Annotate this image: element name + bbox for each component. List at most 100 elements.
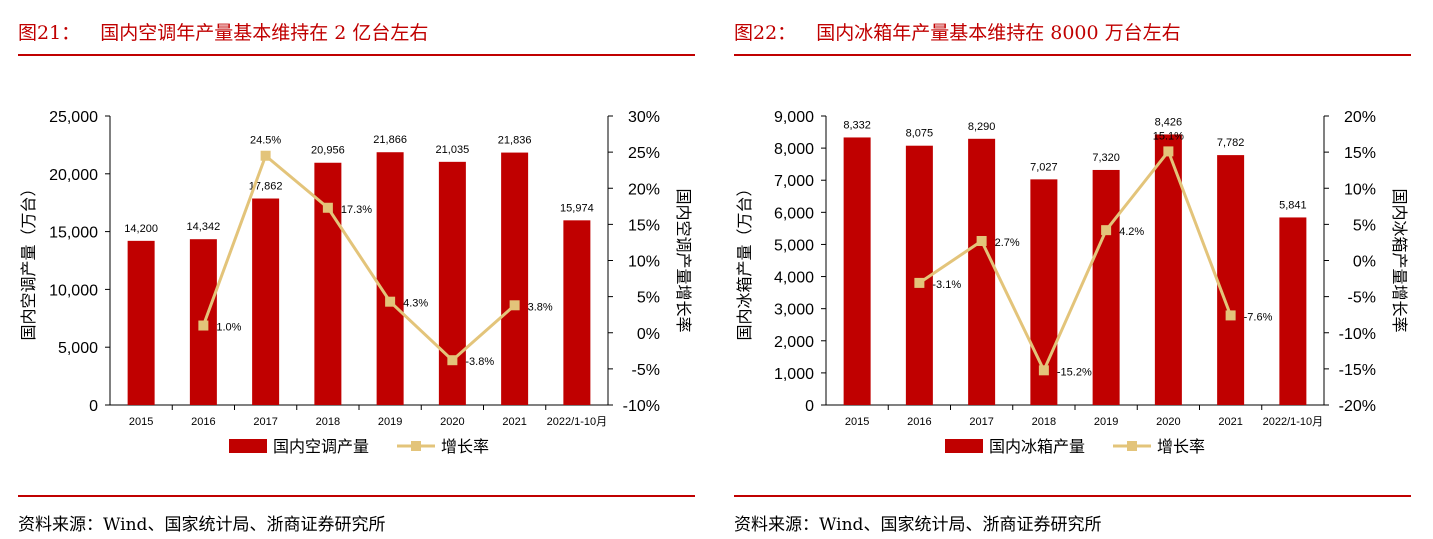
- source-note: 资料来源：Wind、国家统计局、浙商证券研究所: [18, 515, 386, 535]
- bar: [376, 152, 404, 405]
- growth-rate-point: [1163, 146, 1174, 157]
- bar: [252, 198, 280, 405]
- bar-value-label: 7,320: [1092, 152, 1120, 164]
- figure-number: 图21：: [18, 22, 81, 44]
- source-note: 资料来源：Wind、国家统计局、浙商证券研究所: [734, 515, 1102, 535]
- y-axis-title: 国内空调产量（万台）: [20, 180, 38, 340]
- x-tick-label: 2017: [253, 416, 277, 428]
- bar-value-label: 21,866: [373, 134, 407, 146]
- bar-value-label: 8,075: [906, 128, 934, 140]
- y2-axis-title: 国内冰箱产量增长率: [1390, 188, 1408, 332]
- growth-rate-point: [260, 150, 271, 161]
- right-tick-label: 25%: [628, 145, 660, 162]
- growth-rate-line: [918, 148, 1233, 374]
- bar-value-label: 15,974: [560, 202, 594, 214]
- x-tick-label: 2020: [1156, 416, 1180, 428]
- legend-bar-label: 国内冰箱产量: [989, 438, 1085, 456]
- title-rule: [18, 54, 695, 56]
- left-tick-label: 5,000: [58, 340, 98, 357]
- right-tick-label: -10%: [1339, 326, 1376, 343]
- bar: [968, 138, 996, 405]
- figure-21-panel: 图21： 国内空调年产量基本维持在 2 亿台左右 0 5,000 10,000 15,0…: [18, 0, 695, 539]
- x-tick-label: 2021: [1218, 416, 1242, 428]
- y2-axis-title: 国内空调产量增长率: [674, 188, 692, 332]
- source-rule: [734, 495, 1411, 497]
- bar-value-label: 14,342: [187, 221, 221, 233]
- x-tick-label: 2018: [1032, 416, 1056, 428]
- title-rule: [734, 54, 1411, 56]
- bar-value-label: 14,200: [124, 223, 158, 235]
- growth-rate-point: [914, 277, 925, 288]
- right-tick-label: 15%: [628, 217, 660, 234]
- right-tick-label: 10%: [628, 254, 660, 271]
- x-tick-label: 2017: [969, 416, 993, 428]
- left-tick-label: 0: [805, 398, 814, 415]
- left-tick-label: 9,000: [774, 109, 814, 126]
- legend-line-label: 增长率: [1157, 438, 1205, 456]
- right-tick-label: 15%: [1344, 145, 1376, 162]
- growth-rate-point: [1101, 225, 1112, 236]
- x-tick-label: 2016: [191, 416, 215, 428]
- growth-rate-point: [976, 235, 987, 246]
- bar: [1154, 134, 1182, 406]
- y-axis-title: 国内冰箱产量（万台）: [736, 180, 754, 340]
- legend-line-marker: [1127, 441, 1137, 451]
- growth-rate-label: 15.1%: [1153, 130, 1184, 142]
- bar: [127, 240, 155, 405]
- growth-rate-line: [201, 153, 516, 363]
- bar-value-label: 8,290: [968, 121, 996, 133]
- growth-rate-label: -15.2%: [1057, 366, 1092, 378]
- bar: [563, 220, 591, 405]
- left-tick-label: 7,000: [774, 173, 814, 190]
- bar: [843, 137, 871, 405]
- right-tick-label: 5%: [637, 290, 660, 307]
- right-tick-label: 30%: [628, 109, 660, 126]
- right-tick-label: 20%: [1344, 109, 1376, 126]
- growth-rate-label: 2.7%: [995, 237, 1020, 249]
- bar: [438, 161, 466, 405]
- left-tick-label: 0: [89, 398, 98, 415]
- right-tick-label: -5%: [1348, 290, 1376, 307]
- growth-rate-label: -3.8%: [465, 356, 494, 368]
- x-tick-label: 2022/1-10月: [547, 416, 608, 428]
- bar: [1092, 169, 1120, 405]
- fridge-production-chart: 0 1,000 2,000 3,000 4,000 5,000 6,000 7,000 8,00…: [736, 109, 1408, 456]
- ac-production-chart: 0 5,000 10,000 15,000 20,000 25,000 -10% -5% 0% 5…: [20, 109, 692, 456]
- bar-value-label: 8,426: [1155, 116, 1183, 128]
- bar-value-label: 7,782: [1217, 137, 1245, 149]
- right-tick-label: 10%: [1344, 181, 1376, 198]
- bar-value-label: 21,836: [498, 135, 532, 147]
- legend-bar-swatch: [229, 439, 267, 453]
- bar: [1279, 217, 1307, 405]
- growth-rate-label: -3.1%: [932, 279, 961, 291]
- x-tick-label: 2019: [378, 416, 402, 428]
- growth-rate-label: 4.3%: [403, 298, 428, 310]
- growth-rate-point: [1225, 310, 1236, 321]
- x-tick-label: 2021: [502, 416, 526, 428]
- figure-title: 图22： 国内冰箱年产量基本维持在 8000 万台左右: [734, 18, 1181, 45]
- growth-rate-label: 17.3%: [341, 204, 372, 216]
- growth-rate-label: 3.8%: [528, 301, 553, 313]
- growth-rate-label: 24.5%: [250, 135, 281, 147]
- growth-rate-point: [385, 296, 396, 307]
- bar: [1217, 155, 1245, 405]
- growth-rate-label: -7.6%: [1244, 311, 1273, 323]
- source-rule: [18, 495, 695, 497]
- right-tick-label: 20%: [628, 181, 660, 198]
- right-tick-label: -20%: [1339, 398, 1376, 415]
- figure-title-text: 国内冰箱年产量基本维持在 8000 万台左右: [816, 22, 1181, 44]
- left-tick-label: 5,000: [774, 237, 814, 254]
- left-tick-label: 2,000: [774, 334, 814, 351]
- left-tick-label: 6,000: [774, 205, 814, 222]
- bar-value-label: 5,841: [1279, 199, 1307, 211]
- growth-rate-point: [1038, 365, 1049, 376]
- figure-title: 图21： 国内空调年产量基本维持在 2 亿台左右: [18, 18, 428, 45]
- growth-rate-label: 4.2%: [1119, 226, 1144, 238]
- bar: [501, 152, 529, 405]
- bar-value-label: 20,956: [311, 145, 345, 157]
- left-tick-label: 8,000: [774, 141, 814, 158]
- left-tick-label: 10,000: [49, 282, 98, 299]
- growth-rate-point: [447, 355, 458, 366]
- left-tick-label: 3,000: [774, 302, 814, 319]
- x-tick-label: 2019: [1094, 416, 1118, 428]
